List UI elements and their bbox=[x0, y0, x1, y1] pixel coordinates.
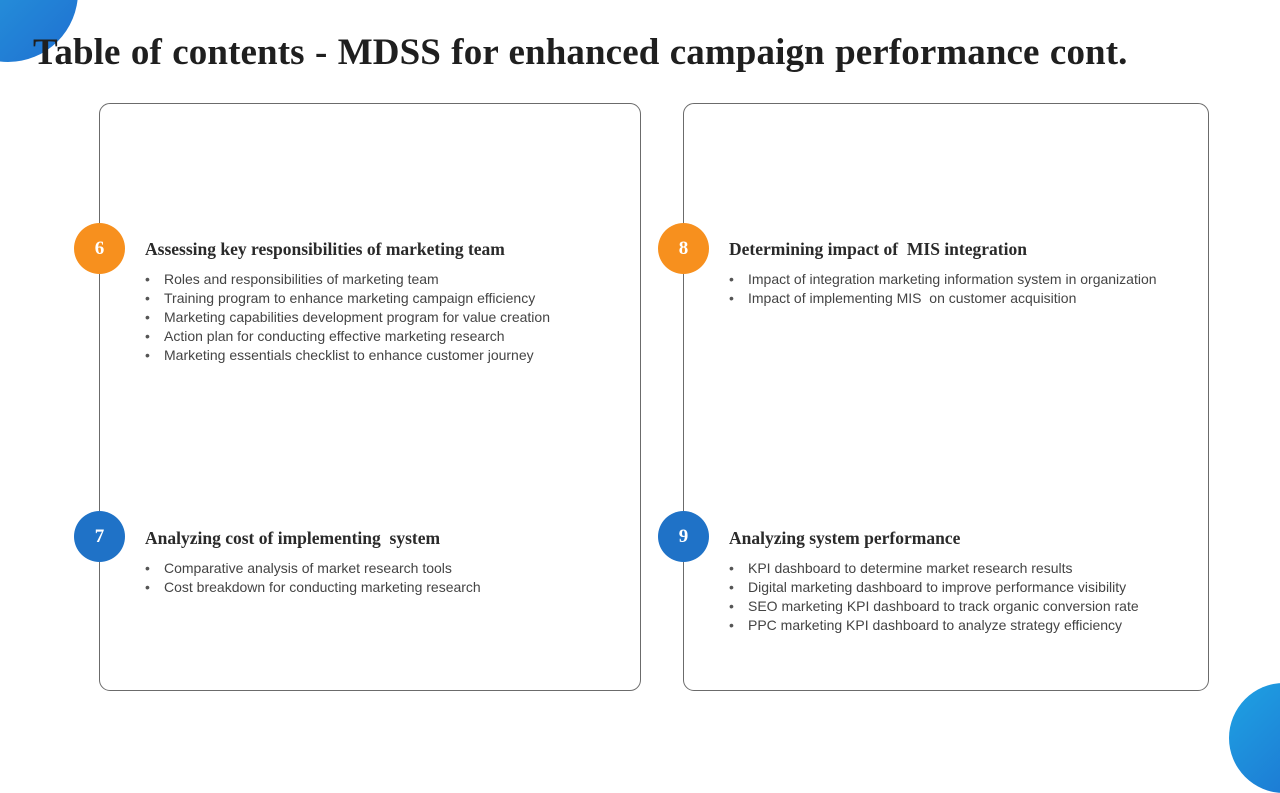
section-item-list: Impact of integration marketing informat… bbox=[729, 270, 1157, 308]
decorative-corner-circle-bottom-right bbox=[1229, 683, 1280, 793]
list-item: Training program to enhance marketing ca… bbox=[145, 289, 550, 308]
section-number-badge: 6 bbox=[74, 223, 125, 274]
section-number-badge: 9 bbox=[658, 511, 709, 562]
list-item: Marketing capabilities development progr… bbox=[145, 308, 550, 327]
section-item-list: Comparative analysis of market research … bbox=[145, 559, 481, 597]
page-title: Table of contents - MDSS for enhanced ca… bbox=[33, 32, 1128, 73]
list-item: SEO marketing KPI dashboard to track org… bbox=[729, 597, 1139, 616]
list-item: Marketing essentials checklist to enhanc… bbox=[145, 346, 550, 365]
list-item: Cost breakdown for conducting marketing … bbox=[145, 578, 481, 597]
list-item: Comparative analysis of market research … bbox=[145, 559, 481, 578]
list-item: Roles and responsibilities of marketing … bbox=[145, 270, 550, 289]
list-item: Impact of integration marketing informat… bbox=[729, 270, 1157, 289]
section-number-badge: 8 bbox=[658, 223, 709, 274]
section-heading: Assessing key responsibilities of market… bbox=[145, 239, 505, 259]
section-number-badge: 7 bbox=[74, 511, 125, 562]
list-item: KPI dashboard to determine market resear… bbox=[729, 559, 1139, 578]
section-heading: Analyzing cost of implementing system bbox=[145, 528, 441, 548]
list-item: Action plan for conducting effective mar… bbox=[145, 327, 550, 346]
section-heading: Analyzing system performance bbox=[729, 528, 961, 548]
list-item: Digital marketing dashboard to improve p… bbox=[729, 578, 1139, 597]
list-item: PPC marketing KPI dashboard to analyze s… bbox=[729, 616, 1139, 635]
section-item-list: KPI dashboard to determine market resear… bbox=[729, 559, 1139, 635]
left-content-panel bbox=[99, 103, 641, 691]
section-item-list: Roles and responsibilities of marketing … bbox=[145, 270, 550, 365]
section-heading: Determining impact of MIS integration bbox=[729, 239, 1027, 259]
list-item: Impact of implementing MIS on customer a… bbox=[729, 289, 1157, 308]
